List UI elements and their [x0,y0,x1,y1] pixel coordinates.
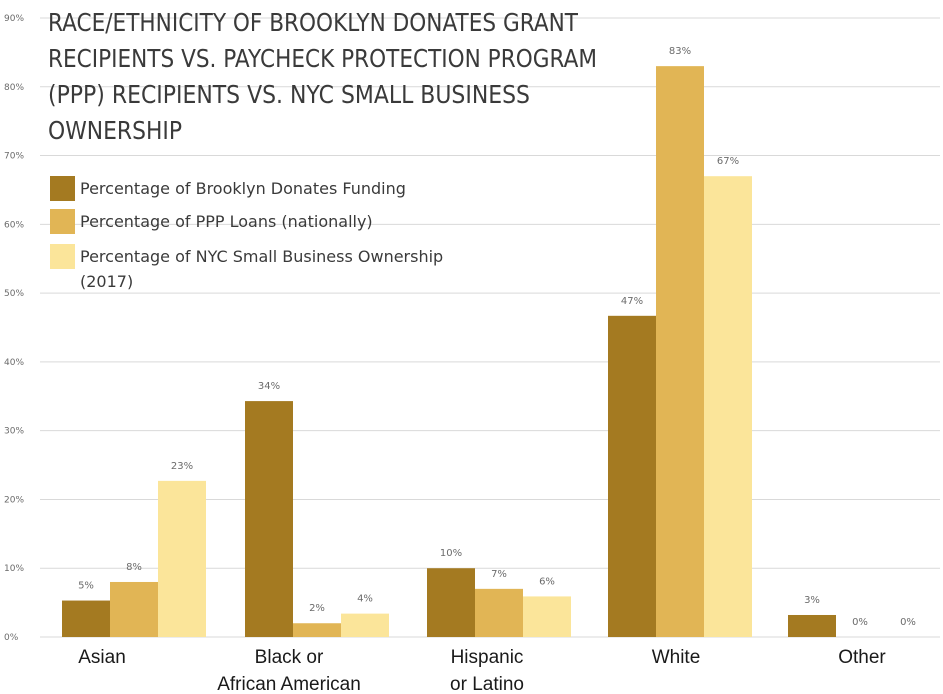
bar-value-label: 6% [539,576,555,587]
bar-value-label: 2% [309,603,325,614]
y-tick-label: 50% [4,289,24,299]
category-labels: Asian Black or African American Hispanic or … [78,647,886,694]
bar [704,176,752,637]
category-label: or Latino [450,674,524,694]
bar [523,596,571,637]
bar-value-label: 0% [852,617,868,628]
bar-value-label: 23% [171,461,193,472]
legend-swatch [50,244,75,269]
bar [293,623,341,637]
value-labels: 5% 34% 10% 47% 3% 8% 2% 7% 83% 0% 23% 4% 6% 67% 0% [78,46,916,628]
chart-title-line: RACE/ETHNICITY OF BROOKLYN DONATES GRANT [48,8,579,37]
bar [475,588,523,637]
legend-swatch [50,176,75,201]
bar-value-label: 83% [669,46,691,57]
bar-value-label: 47% [621,296,643,307]
bar-value-label: 5% [78,581,94,592]
category-label: Other [838,647,886,668]
category-label: Black or [255,647,324,668]
bar-value-label: 7% [491,569,507,580]
y-tick-label: 20% [4,495,24,505]
bar [110,581,158,637]
bar [245,401,293,637]
y-tick-label: 70% [4,152,24,162]
chart-title-line: OWNERSHIP [48,116,182,145]
legend-label: Percentage of Brooklyn Donates Funding [80,179,406,198]
y-tick-label: 60% [4,220,24,230]
bar-value-label: 3% [804,595,820,606]
y-tick-label: 10% [4,564,24,574]
bar-value-label: 0% [900,617,916,628]
bar [62,600,110,637]
y-tick-label: 80% [4,83,24,93]
legend-label: Percentage of NYC Small Business Ownersh… [80,247,443,266]
legend-label: Percentage of PPP Loans (nationally) [80,212,373,231]
bars [62,66,836,637]
bar [341,613,389,637]
bar-value-label: 34% [258,381,280,392]
category-label: Hispanic [451,647,524,668]
y-tick-label: 0% [4,633,19,643]
chart-title: RACE/ETHNICITY OF BROOKLYN DONATES GRANT… [48,8,597,145]
bar-value-label: 8% [126,562,142,573]
y-tick-label: 30% [4,427,24,437]
bar [158,480,206,637]
bar-value-label: 67% [717,156,739,167]
bar [656,66,704,637]
category-label: African American [217,674,361,694]
chart-title-line: RECIPIENTS VS. PAYCHECK PROTECTION PROGR… [48,44,597,73]
y-tick-label: 40% [4,358,24,368]
y-tick-label: 90% [4,14,24,24]
bar-value-label: 10% [440,548,462,559]
legend-label: (2017) [80,272,133,291]
chart-title-line: (PPP) RECIPIENTS VS. NYC SMALL BUSINESS [48,80,530,109]
legend-swatch [50,209,75,234]
bar [788,614,836,637]
legend: Percentage of Brooklyn Donates Funding Pe… [50,176,443,291]
bar [608,315,656,637]
bar [427,568,475,637]
category-label: White [652,647,701,668]
bar-value-label: 4% [357,594,373,605]
y-axis-ticks: 0% 10% 20% 30% 40% 50% 60% 70% 80% 90% [4,14,24,643]
category-label: Asian [78,647,126,668]
